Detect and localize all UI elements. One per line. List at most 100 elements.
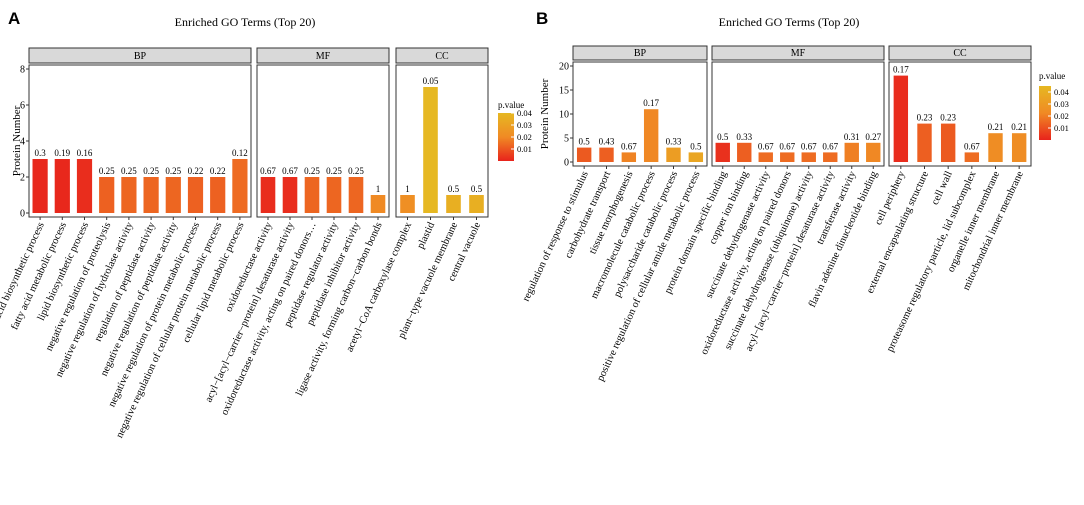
data-label: 0.23: [917, 113, 933, 123]
bar: [643, 109, 659, 162]
bar: [988, 133, 1003, 162]
data-label: 0.5: [579, 137, 591, 147]
data-label: 0.22: [188, 166, 204, 176]
legend-tick-label: 0.02: [1054, 111, 1069, 121]
x-category-label: plastid: [415, 220, 437, 251]
data-label: 0.67: [260, 166, 276, 176]
bar: [282, 177, 298, 213]
facet-strip-label: BP: [134, 51, 147, 62]
data-label: 0.25: [348, 166, 364, 176]
bar: [621, 152, 637, 162]
legend-tick-label: 0.03: [517, 120, 532, 130]
data-label: 0.25: [99, 166, 115, 176]
bar: [423, 87, 438, 213]
bar: [940, 123, 956, 162]
y-tick-label: 4: [20, 137, 25, 148]
bar: [348, 177, 364, 213]
bar: [446, 195, 461, 213]
facet-strip-label: BP: [634, 48, 647, 59]
data-label: 0.17: [643, 98, 659, 108]
facet-strip: [28, 47, 252, 64]
bar: [844, 142, 859, 162]
bar: [1011, 133, 1027, 162]
data-label: 0.67: [621, 141, 637, 151]
chart-panel-a: A Enriched GO Terms (Top 20) Protein Numbe…: [0, 9, 533, 440]
legend-tick-label: 0.04: [1054, 87, 1070, 97]
facet-frame: [256, 64, 390, 218]
bar: [326, 177, 342, 213]
data-label: 0.43: [599, 137, 615, 147]
y-axis-title: Protein Number: [539, 78, 551, 149]
bar: [210, 177, 226, 213]
data-label: 0.21: [1011, 122, 1027, 132]
bar: [780, 152, 795, 162]
bar: [469, 195, 484, 213]
data-label: 0.25: [304, 166, 320, 176]
y-tick-label: 15: [559, 86, 569, 97]
y-tick-label: 8: [20, 65, 25, 76]
y-tick-label: 20: [559, 62, 569, 73]
facet-strip-label: CC: [953, 48, 967, 59]
bar: [758, 152, 773, 162]
panel-letter: B: [536, 9, 548, 28]
data-label: 0.25: [121, 166, 137, 176]
bar: [370, 195, 386, 213]
data-label: 0.67: [779, 141, 795, 151]
data-label: 0.27: [865, 132, 881, 142]
bar: [893, 75, 909, 162]
legend-tick-label: 0.01: [1054, 123, 1069, 133]
data-label: 1: [376, 184, 381, 194]
data-label: 0.67: [822, 141, 838, 151]
data-label: 0.3: [34, 148, 46, 158]
y-axis-title: Protein Number: [11, 105, 23, 176]
bar: [99, 177, 115, 213]
bar: [715, 142, 730, 162]
chart-title: Enriched GO Terms (Top 20): [175, 15, 316, 29]
facet-strip: [395, 47, 489, 64]
data-label: 0.31: [844, 132, 860, 142]
data-label: 0.33: [666, 137, 682, 147]
data-label: 0.25: [165, 166, 181, 176]
y-tick-label: 0: [20, 209, 25, 220]
facet-strip-label: MF: [791, 48, 806, 59]
facet-frame: [395, 64, 489, 218]
facet-frame: [888, 61, 1032, 167]
y-tick-label: 10: [559, 110, 569, 121]
facet-strip: [888, 45, 1032, 61]
legend-tick-label: 0.03: [1054, 99, 1069, 109]
bar: [54, 159, 70, 213]
bar: [165, 177, 181, 213]
data-label: 0.5: [471, 184, 483, 194]
x-category-label: cell wall: [930, 170, 955, 207]
panel-letter: A: [8, 9, 20, 28]
bar: [121, 177, 137, 213]
bar: [917, 123, 932, 162]
data-label: 0.12: [232, 148, 248, 158]
y-tick-label: 2: [20, 173, 25, 184]
bar: [187, 177, 204, 213]
facet-strip-label: CC: [435, 51, 449, 62]
y-tick-label: 6: [20, 101, 25, 112]
legend-colorbar: [1039, 86, 1051, 140]
bar: [688, 152, 704, 162]
bar: [576, 147, 592, 162]
data-label: 1: [405, 184, 410, 194]
data-label: 0.67: [801, 141, 817, 151]
data-label: 0.25: [143, 166, 159, 176]
data-label: 0.23: [940, 113, 956, 123]
bar: [400, 195, 415, 213]
legend-tick-label: 0.01: [517, 144, 532, 154]
bar: [32, 159, 48, 213]
y-tick-label: 5: [564, 134, 569, 145]
chart-panel-b: B Enriched GO Terms (Top 20) Protein Numbe…: [521, 9, 1070, 383]
facet-strip: [572, 45, 708, 61]
bar: [260, 177, 276, 213]
y-tick-label: 0: [564, 158, 569, 169]
facet-frame: [572, 61, 708, 167]
bar: [599, 147, 614, 162]
legend-title: p.value: [1039, 71, 1065, 81]
bar: [801, 152, 816, 162]
